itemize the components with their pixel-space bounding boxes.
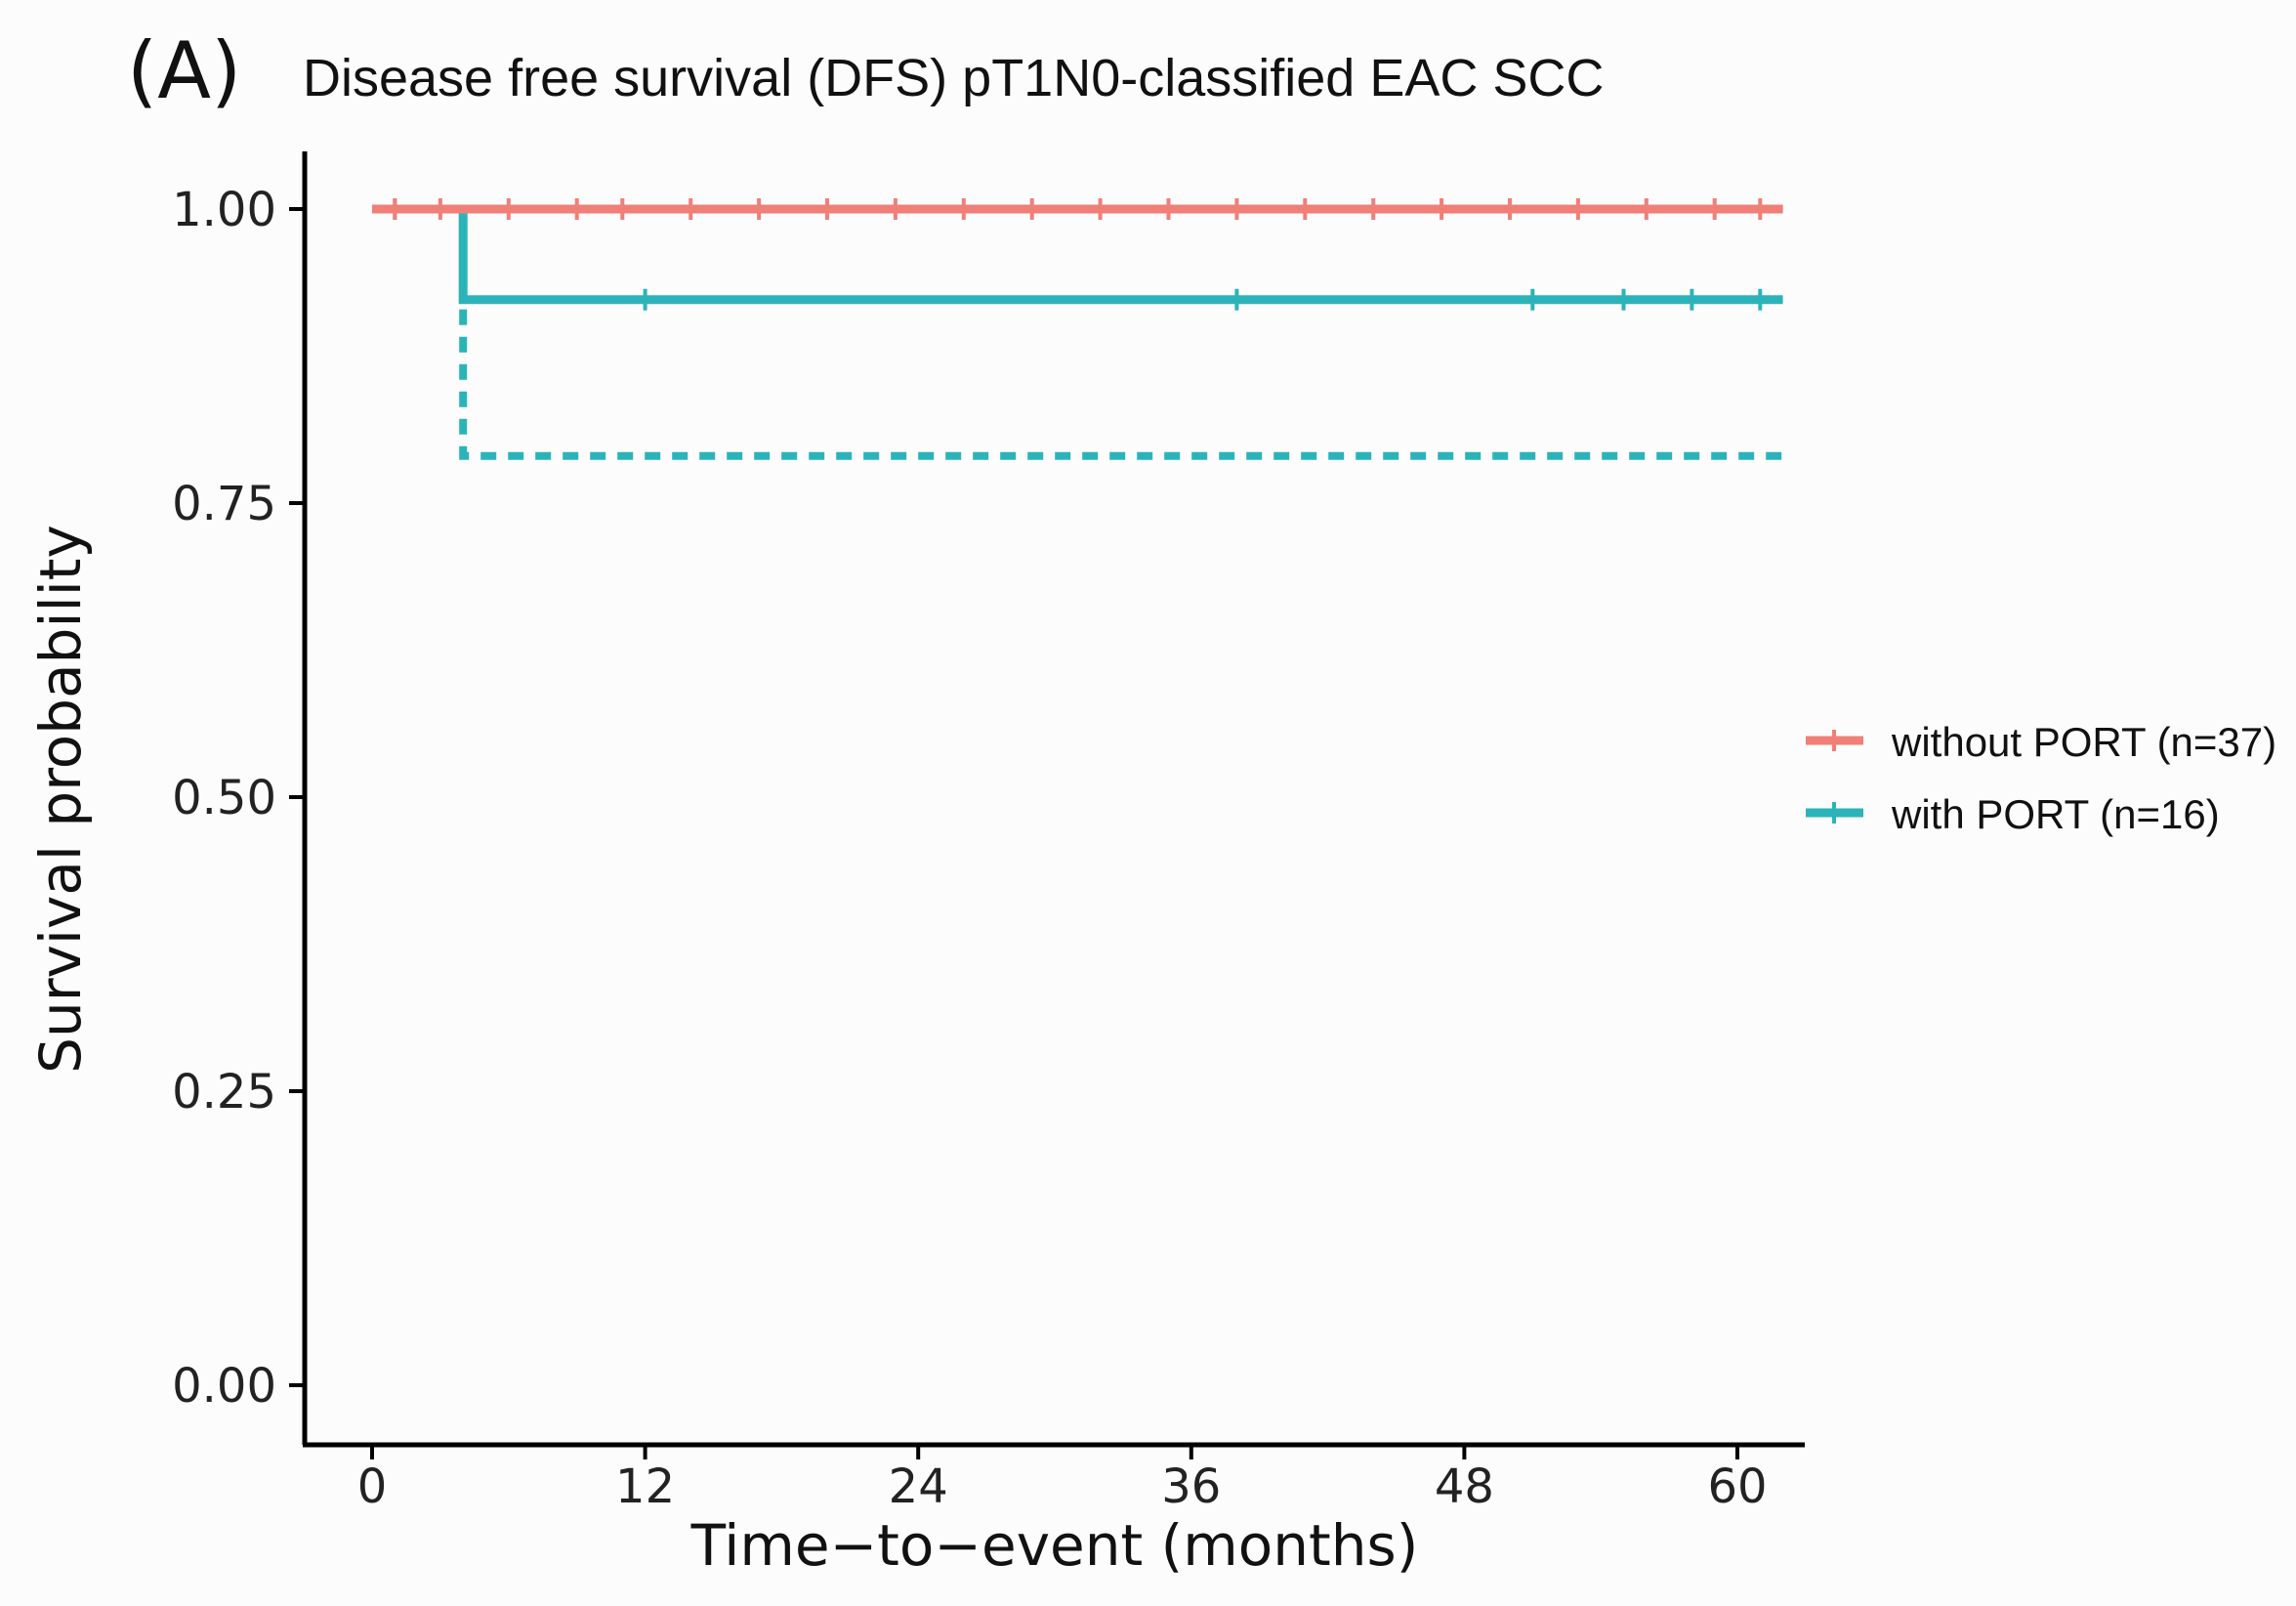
legend: without PORT (n=37) with PORT (n=16) [1806,719,2276,837]
x-ticks: 0 12 24 36 48 60 [357,1445,1768,1514]
plot-area [372,198,1783,460]
panel-label: (A) [127,25,241,116]
x-tick-label: 36 [1161,1459,1221,1514]
legend-label-with-port: with PORT (n=16) [1891,791,2220,837]
y-tick-label: 0.50 [172,771,276,825]
legend-label-without-port: without PORT (n=37) [1891,719,2276,765]
with-port-survival-line [372,204,1783,305]
x-tick-label: 12 [615,1459,675,1514]
with-port-ci-lower-line [372,205,1783,460]
y-tick-label: 0.00 [172,1359,276,1414]
x-tick-label: 24 [889,1459,948,1514]
x-tick-label: 60 [1707,1459,1767,1514]
x-tick-label: 48 [1435,1459,1494,1514]
y-axis-title: Survival probability [27,525,94,1074]
x-tick-label: 0 [357,1459,388,1514]
chart-title: Disease free survival (DFS) pT1N0-classi… [303,49,1604,107]
y-tick-label: 0.25 [172,1065,276,1120]
y-ticks: 0.00 0.25 0.50 0.75 1.00 [172,183,305,1414]
y-tick-label: 1.00 [172,183,276,237]
x-axis-title: Time−to−event (months) [690,1512,1419,1579]
y-tick-label: 0.75 [172,477,276,531]
